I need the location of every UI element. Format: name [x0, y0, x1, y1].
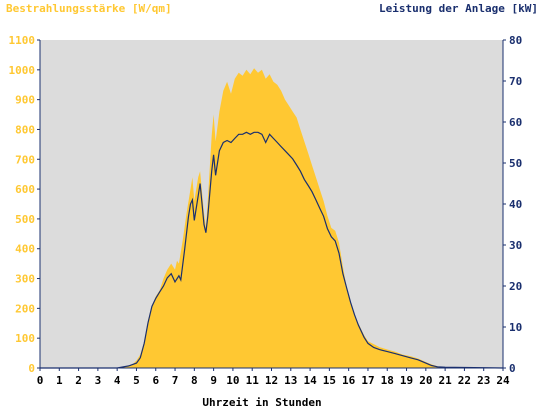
x-tick-label: 3 [95, 374, 102, 387]
x-tick-label: 24 [496, 374, 510, 387]
left-tick-label: 700 [15, 153, 35, 166]
x-tick-label: 0 [37, 374, 44, 387]
left-tick-label: 0 [28, 362, 35, 375]
axes: 0100200300400500600700800900100011000102… [9, 34, 523, 387]
left-tick-label: 1000 [9, 64, 36, 77]
irradiance-area [40, 68, 503, 369]
x-tick-label: 20 [419, 374, 432, 387]
x-tick-label: 9 [210, 374, 217, 387]
right-tick-label: 10 [509, 321, 522, 334]
left-tick-label: 500 [15, 213, 35, 226]
left-tick-label: 800 [15, 123, 35, 136]
right-tick-label: 40 [509, 198, 522, 211]
x-tick-label: 5 [133, 374, 140, 387]
x-tick-label: 15 [323, 374, 336, 387]
x-tick-label: 16 [342, 374, 356, 387]
power-line [40, 131, 504, 369]
right-axis-title: Leistung der Anlage [kW] [379, 2, 538, 15]
x-tick-label: 12 [265, 374, 278, 387]
left-tick-label: 600 [15, 183, 35, 196]
x-tick-label: 21 [439, 374, 453, 387]
x-tick-label: 7 [172, 374, 179, 387]
x-tick-label: 8 [191, 374, 198, 387]
right-tick-label: 0 [509, 362, 516, 375]
x-tick-label: 17 [361, 374, 374, 387]
left-tick-label: 1100 [9, 34, 36, 47]
left-tick-label: 100 [15, 332, 35, 345]
x-tick-label: 22 [458, 374, 471, 387]
left-tick-label: 300 [15, 273, 35, 286]
right-tick-label: 80 [509, 34, 522, 47]
x-axis-label: Uhrzeit in Stunden [202, 396, 321, 408]
right-tick-label: 60 [509, 116, 522, 129]
x-tick-label: 10 [226, 374, 239, 387]
x-tick-label: 4 [114, 374, 121, 387]
right-tick-label: 30 [509, 239, 522, 252]
x-tick-label: 23 [477, 374, 490, 387]
x-tick-label: 14 [303, 374, 317, 387]
x-tick-label: 2 [75, 374, 82, 387]
right-tick-label: 50 [509, 157, 522, 170]
right-tick-label: 70 [509, 75, 522, 88]
x-tick-label: 18 [381, 374, 394, 387]
x-tick-label: 11 [246, 374, 260, 387]
x-tick-label: 13 [284, 374, 297, 387]
left-axis-title: Bestrahlungsstärke [W/qm] [6, 2, 172, 15]
right-tick-label: 20 [509, 280, 522, 293]
left-tick-label: 200 [15, 302, 35, 315]
left-tick-label: 400 [15, 243, 35, 256]
left-tick-label: 900 [15, 94, 35, 107]
x-tick-label: 6 [152, 374, 159, 387]
x-tick-label: 19 [400, 374, 413, 387]
x-tick-label: 1 [56, 374, 63, 387]
